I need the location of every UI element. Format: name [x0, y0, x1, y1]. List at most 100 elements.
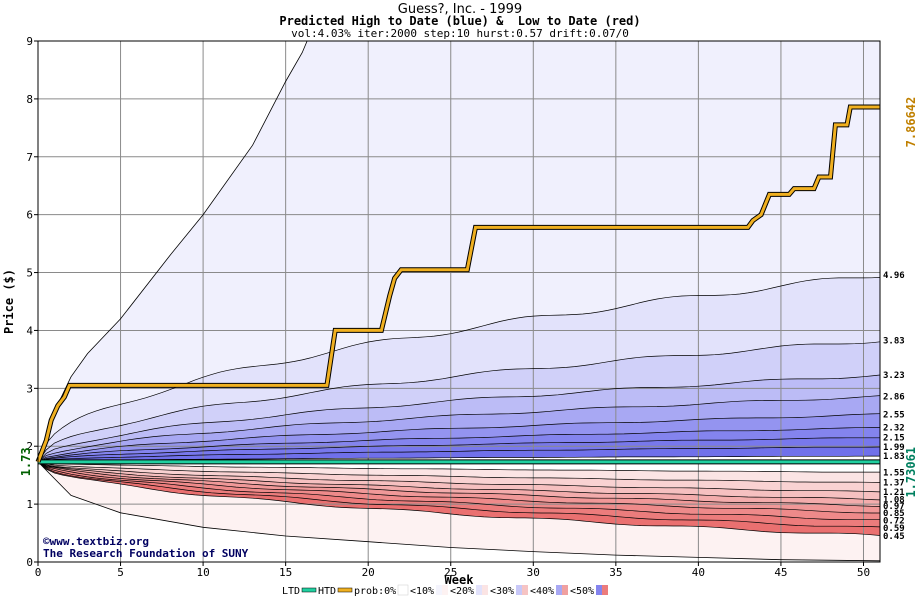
y-tick-label: 0: [26, 556, 33, 569]
red-end-label: 1.21: [883, 488, 905, 498]
red-end-label: 1.37: [883, 479, 905, 489]
band-blue-4: [38, 395, 880, 462]
band-red-2: [38, 461, 880, 492]
band-line-blue-1: [37, 341, 881, 463]
legend-ltd-label: LTD: [282, 586, 300, 597]
legend-swatch-blue-2: [516, 585, 522, 595]
band-line-red-3: [37, 461, 881, 501]
max-curve: [37, 40, 880, 463]
legend-swatch-red-1: [482, 585, 488, 595]
x-tick-label: 10: [196, 566, 209, 579]
red-end-label: 1.55: [883, 468, 905, 478]
legend-htd-swatch: [337, 587, 353, 593]
axes: [34, 40, 881, 566]
y-tick-label: 5: [26, 267, 33, 280]
x-tick-label: 5: [117, 566, 124, 579]
x-tick-label: 15: [279, 566, 292, 579]
axis-labels: 0 5 10 15 20 25 30 35 40 45 500123456789WeekPrice …: [2, 35, 918, 587]
y-tick-label: 1: [26, 498, 33, 511]
legend-swatch-red-0: [442, 585, 448, 595]
x-tick-label: 0: [35, 566, 42, 579]
band-line-red-2: [37, 461, 881, 493]
band-red-1: [38, 461, 880, 483]
red-end-label: 0.59: [883, 524, 905, 534]
x-tick-label: 40: [692, 566, 705, 579]
y-tick-label: 9: [26, 35, 33, 48]
legend-swatch-0: [397, 584, 409, 596]
series-lines: [35, 40, 881, 562]
y-tick-label: 8: [26, 93, 33, 106]
watermark-line1: ©www.textbiz.org: [43, 535, 149, 548]
legend-swatch-blue-0: [436, 585, 442, 595]
legend-prob-label: prob:0%: [354, 586, 396, 597]
legend-swatch-red-3: [562, 585, 568, 595]
band-blue-8: [38, 447, 880, 462]
plot-frame: [37, 40, 881, 563]
grid-lines: [37, 40, 880, 563]
band-line-blue-3: [37, 395, 881, 463]
htd-line: [36, 105, 880, 463]
band-blue-3: [38, 375, 880, 462]
start-price-label: 1.73: [19, 447, 33, 476]
legend-item-label: <50%: [570, 586, 594, 597]
legend-item-label: <10%: [410, 586, 434, 597]
red-end-label: 0.45: [883, 532, 905, 542]
blue-end-label: 3.83: [883, 336, 905, 346]
y-tick-label: 4: [26, 324, 33, 337]
y-tick-label: 3: [26, 382, 33, 395]
band-blue-0: [38, 41, 880, 462]
band-red-8: [38, 461, 880, 536]
chart-params: vol:4.03% iter:2000 step:10 hurst:0.57 d…: [291, 27, 629, 40]
legend-item-label: <20%: [450, 586, 474, 597]
x-tick-label: 20: [362, 566, 375, 579]
blue-end-label: 4.96: [883, 271, 905, 281]
band-blue-1: [38, 277, 880, 462]
right-top-label: 7.86642: [904, 97, 918, 148]
band-red-5: [38, 461, 880, 513]
red-end-label: 0.72: [883, 516, 905, 526]
band-line-red-4: [37, 461, 881, 507]
y-tick-label: 7: [26, 151, 33, 164]
band-line-red-6: [37, 461, 880, 521]
band-line-blue-6: [37, 437, 880, 463]
x-tick-label: 50: [857, 566, 870, 579]
red-end-label: 0.85: [883, 509, 905, 519]
blue-end-label: 2.86: [883, 392, 905, 402]
band-line-red-7: [37, 461, 881, 528]
band-red-4: [38, 461, 880, 507]
min-curve: [37, 461, 881, 562]
legend-htd-label: HTD: [318, 586, 336, 597]
right-bottom-label: 1.73061: [904, 447, 918, 498]
band-line-red-1: [37, 461, 881, 483]
blue-end-label: 2.32: [883, 424, 905, 434]
blue-end-label: 2.55: [883, 410, 905, 420]
x-tick-label: 30: [527, 566, 540, 579]
band-red-3: [38, 461, 880, 500]
band-red-7: [38, 461, 880, 527]
chart-subtitle: Predicted High to Date (blue) & Low to D…: [279, 14, 641, 28]
legend: LTD HTD prob:0% <10% <20% <30% <40% <50%: [282, 584, 608, 597]
blue-end-label: 1.83: [883, 452, 905, 462]
blue-end-label: 3.23: [883, 371, 905, 381]
band-line-blue-7: [37, 446, 881, 463]
blue-end-label: 1.99: [883, 443, 905, 453]
watermark-line2: The Research Foundation of SUNY: [43, 547, 249, 560]
legend-swatch-blue-4: [596, 585, 602, 595]
legend-swatch-red-2: [522, 585, 528, 595]
legend-ltd-swatch: [301, 587, 317, 593]
x-tick-label: 45: [774, 566, 787, 579]
legend-swatch-blue-3: [556, 585, 562, 595]
y-tick-label: 2: [26, 440, 33, 453]
x-axis-title: Week: [445, 573, 475, 587]
legend-item-label: <40%: [530, 586, 554, 597]
band-line-blue-4: [37, 413, 881, 463]
red-end-label: 0.97: [883, 502, 905, 512]
chart-title: Guess?, Inc. - 1999: [397, 2, 523, 17]
y-axis-title: Price ($): [2, 269, 16, 334]
x-tick-label: 25: [444, 566, 457, 579]
band-blue-7: [38, 437, 880, 462]
legend-swatch-blue-1: [476, 585, 482, 595]
band-line-red-0: [37, 461, 880, 473]
band-line-red-5: [37, 461, 880, 514]
